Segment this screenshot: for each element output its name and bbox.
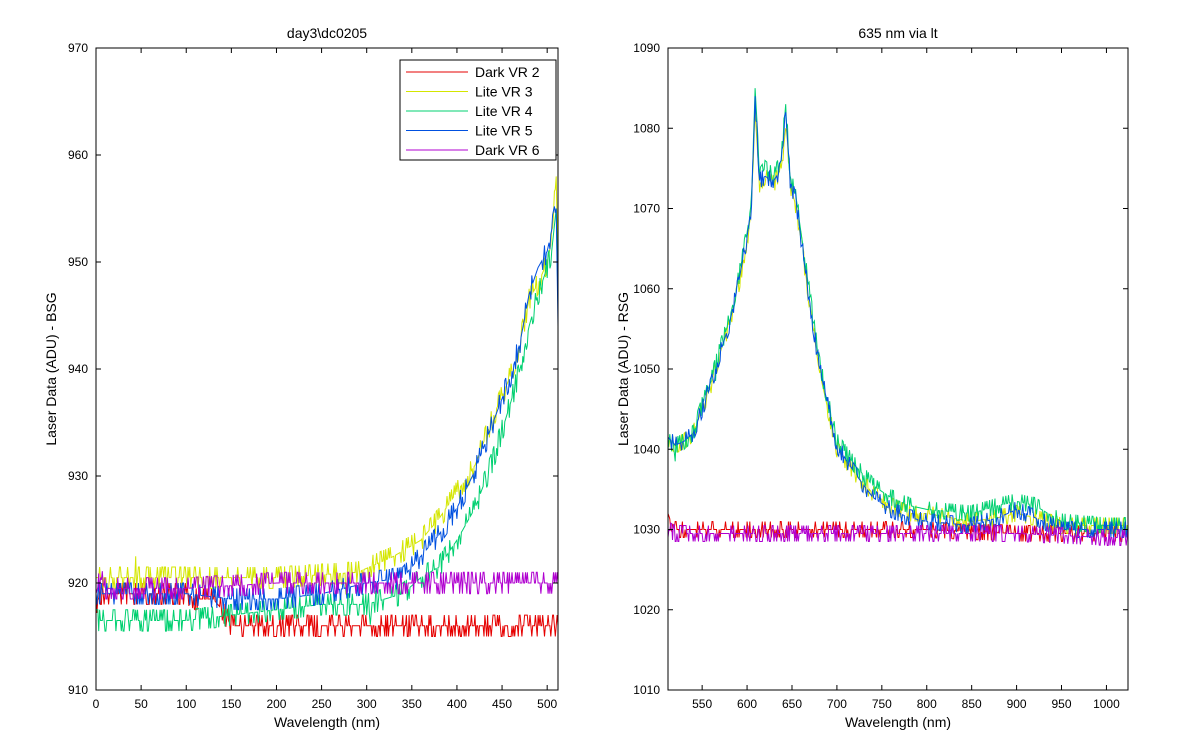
left-x-tick-label: 100 [176,697,196,711]
left-x-tick-label: 50 [134,697,148,711]
right-x-tick-label: 1000 [1093,697,1120,711]
right-x-tick-label: 800 [917,697,937,711]
right-x-tick-label: 600 [737,697,757,711]
right-chart-title: 635 nm via lt [858,25,937,41]
left-y-tick-label: 970 [68,41,88,55]
right-x-tick-label: 900 [1007,697,1027,711]
left-y-tick-label: 920 [68,576,88,590]
right-y-tick-label: 1050 [633,362,660,376]
left-x-tick-label: 250 [312,697,332,711]
left-x-axis-label: Wavelength (nm) [274,714,380,730]
left-legend: Dark VR 2 Lite VR 3 Lite VR 4 Lite VR 5 Dark… [399,59,557,161]
right-y-tick-label: 1040 [633,442,660,456]
right-x-axis-label: Wavelength (nm) [845,714,951,730]
left-y-tick-label: 930 [68,469,88,483]
left-x-tick-label: 400 [447,697,467,711]
left-x-tick-label: 500 [537,697,557,711]
left-x-tick-label: 0 [93,697,100,711]
left-legend-box [399,59,557,161]
left-legend-label: Lite VR 3 [475,84,533,100]
right-y-tick-label: 1030 [633,523,660,537]
left-y-tick-label: 910 [68,683,88,697]
left-series-line-2 [96,208,558,632]
right-series-line-3 [668,96,1128,538]
left-x-tick-label: 350 [402,697,422,711]
left-y-tick-label: 940 [68,362,88,376]
left-x-tick-label: 300 [357,697,377,711]
left-chart-title: day3\dc0205 [287,25,367,41]
left-series-group [96,176,558,637]
left-series-line-4 [96,571,558,600]
chart-left: 0 50 100 150 200 250 300 350 400 450 500 910 920 930 9… [43,25,559,730]
right-x-tick-label: 850 [962,697,982,711]
left-y-axis-label: Laser Data (ADU) - BSG [43,292,59,445]
right-y-tick-label: 1080 [633,121,660,135]
right-plot-area [668,48,1128,690]
left-legend-label: Lite VR 4 [475,103,533,119]
left-x-tick-label: 150 [221,697,241,711]
chart-right: 550 600 650 700 750 800 850 900 950 1000 1010 1020 1… [615,25,1129,730]
right-y-tick-label: 1020 [633,603,660,617]
right-y-tick-label: 1010 [633,683,660,697]
right-series-line-1 [668,112,1128,534]
right-y-tick-label: 1090 [633,41,660,55]
right-y-tick-label: 1060 [633,282,660,296]
left-series-line-0 [96,582,558,637]
right-y-axis-label: Laser Data (ADU) - RSG [615,292,631,446]
right-x-tick-label: 550 [692,697,712,711]
left-y-tick-label: 950 [68,255,88,269]
left-x-tick-label: 200 [266,697,286,711]
left-series-line-1 [96,176,558,595]
left-legend-label: Dark VR 6 [475,142,540,158]
right-y-tick-label: 1070 [633,202,660,216]
left-x-tick-label: 450 [492,697,512,711]
right-x-tick-label: 750 [872,697,892,711]
right-x-tick-label: 950 [1052,697,1072,711]
left-legend-label: Dark VR 2 [475,64,540,80]
left-legend-label: Lite VR 5 [475,123,533,139]
right-x-tick-label: 650 [782,697,802,711]
right-series-group [668,88,1128,546]
left-y-tick-label: 960 [68,148,88,162]
right-x-tick-label: 700 [827,697,847,711]
right-series-line-4 [668,522,1128,546]
